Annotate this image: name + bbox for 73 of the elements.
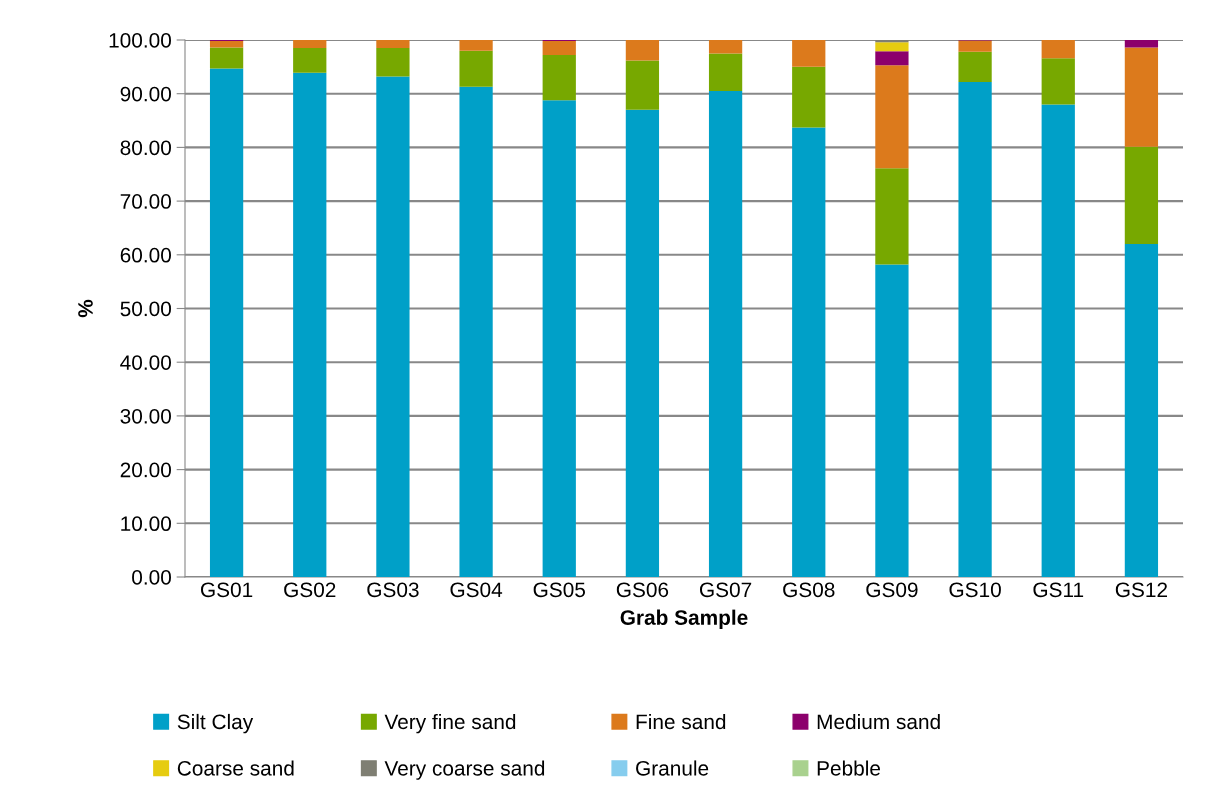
x-tick-label: GS03: [367, 582, 419, 598]
bar: [293, 40, 327, 49]
bar: [376, 48, 410, 77]
bar: [1041, 104, 1075, 577]
x-tick-label: GS12: [1115, 582, 1168, 598]
bar: [209, 47, 244, 69]
bar: [542, 55, 576, 101]
x-tick-label: GS02: [284, 582, 336, 598]
bar: [1041, 58, 1075, 105]
y-tick-label: 30.00: [120, 408, 171, 424]
x-tick-label: GS10: [949, 582, 1001, 598]
legend-label: Very fine sand: [384, 713, 516, 734]
y-tick-label: 20.00: [120, 462, 171, 478]
x-tick-label: GS07: [700, 582, 752, 598]
bar: [459, 50, 493, 87]
legend-label: Medium sand: [817, 713, 940, 730]
bar: [459, 86, 493, 577]
legend-label: Coarse sand: [177, 760, 294, 776]
bar: [875, 51, 909, 66]
bar: [792, 66, 826, 128]
bar: [542, 100, 576, 577]
bar: [792, 40, 826, 67]
y-tick-label: 40.00: [120, 355, 171, 370]
y-tick-label: 90.00: [120, 86, 171, 102]
bar: [958, 40, 992, 52]
x-tick-label: GS11: [1033, 582, 1084, 598]
x-tick-label: GS05: [533, 582, 586, 598]
y-axis-title: %: [78, 299, 93, 318]
y-tick-label: 50.00: [120, 301, 171, 317]
bar: [875, 168, 909, 265]
y-tick-label: 0.00: [132, 570, 171, 585]
bar: [625, 60, 660, 110]
bar: [875, 40, 909, 43]
bar: [958, 81, 992, 577]
legend-label: Very coarse sand: [384, 760, 545, 780]
x-tick-label: GS08: [783, 582, 835, 598]
bar: [1124, 47, 1159, 147]
bar: [1041, 40, 1075, 59]
bar: [875, 42, 909, 52]
bar: [625, 109, 660, 577]
bar: [376, 76, 410, 577]
x-tick-label: GS06: [616, 582, 669, 598]
bar: [875, 264, 909, 577]
bar: [293, 48, 327, 73]
x-tick-label: GS01: [201, 582, 253, 598]
bar: [293, 72, 327, 577]
bar: [708, 53, 743, 92]
legend-label: Granule: [636, 760, 709, 776]
bar: [708, 91, 743, 577]
legend-label: Fine sand: [636, 713, 726, 730]
bar: [1124, 244, 1159, 577]
bar: [542, 41, 576, 56]
bar: [625, 40, 660, 61]
bar: [1124, 146, 1159, 245]
bar: [958, 51, 992, 82]
bar: [708, 40, 743, 54]
bar: [792, 127, 826, 577]
bar: [209, 41, 244, 48]
y-tick-label: 60.00: [120, 247, 171, 263]
bar: [875, 65, 909, 169]
x-tick-label: GS04: [450, 582, 503, 598]
y-tick-label: 100.00: [109, 33, 171, 48]
y-tick-label: 10.00: [121, 516, 171, 532]
x-tick-label: GS09: [866, 582, 918, 598]
legend-label: Pebble: [817, 760, 881, 776]
legend-label: Silt Clay: [177, 713, 254, 734]
y-tick-label: 80.00: [120, 140, 171, 156]
y-tick-label: 70.00: [120, 194, 171, 209]
bar: [209, 68, 244, 577]
bar: [459, 40, 493, 51]
x-axis-title: Grab Sample: [620, 609, 748, 630]
bar: [376, 40, 410, 49]
bar: [1124, 40, 1159, 48]
